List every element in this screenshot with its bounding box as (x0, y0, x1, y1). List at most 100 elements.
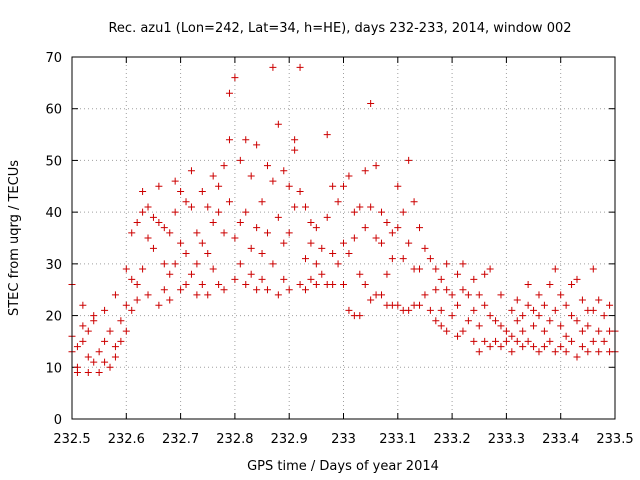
data-point (171, 177, 179, 185)
data-point (437, 275, 445, 283)
data-point (258, 198, 266, 206)
data-point (573, 317, 581, 325)
data-point (242, 281, 250, 289)
data-point (595, 348, 603, 356)
data-point (475, 322, 483, 330)
data-point (356, 203, 364, 211)
data-point (595, 327, 603, 335)
x-tick-label: 232.7 (162, 432, 199, 447)
data-point (589, 337, 597, 345)
data-point (464, 291, 472, 299)
data-point (524, 281, 532, 289)
data-point (350, 208, 358, 216)
data-point (481, 301, 489, 309)
data-point (481, 270, 489, 278)
data-point (530, 306, 538, 314)
data-point (557, 291, 565, 299)
data-point (215, 208, 223, 216)
data-point (301, 255, 309, 263)
y-tick-label: 70 (45, 51, 62, 66)
data-point (280, 275, 288, 283)
data-point (340, 281, 347, 289)
y-tick-label: 10 (45, 361, 62, 376)
data-point (595, 296, 603, 304)
data-point (323, 213, 331, 221)
data-point (106, 327, 114, 335)
data-point (481, 337, 489, 345)
data-point (84, 327, 92, 335)
data-point (405, 239, 413, 247)
data-point (73, 368, 81, 376)
x-tick-label: 233.3 (488, 432, 525, 447)
data-point (101, 337, 109, 345)
y-tick-label: 40 (45, 206, 62, 221)
data-point (296, 187, 304, 195)
data-point (269, 177, 277, 185)
data-point (508, 348, 516, 356)
data-point (557, 322, 565, 330)
x-tick-label: 232.9 (271, 432, 308, 447)
data-point (90, 312, 98, 320)
data-point (470, 306, 478, 314)
data-point (573, 353, 581, 361)
data-point (524, 337, 532, 345)
data-point (187, 270, 195, 278)
data-point (443, 286, 451, 294)
data-points (68, 63, 619, 376)
data-point (187, 203, 195, 211)
data-point (198, 187, 206, 195)
data-point (361, 224, 369, 232)
data-point (329, 281, 337, 289)
data-point (378, 291, 386, 299)
data-point (122, 301, 130, 309)
data-point (497, 322, 505, 330)
data-point (519, 327, 527, 335)
data-point (177, 239, 185, 247)
data-point (225, 198, 233, 206)
data-point (557, 343, 565, 351)
data-point (122, 327, 130, 335)
data-point (578, 327, 586, 335)
data-point (90, 358, 98, 366)
data-point (220, 229, 228, 237)
data-point (193, 291, 201, 299)
data-point (454, 332, 462, 340)
data-point (209, 172, 217, 180)
data-point (448, 312, 456, 320)
data-point (562, 348, 570, 356)
data-point (312, 224, 320, 232)
chart-title: Rec. azu1 (Lon=242, Lat=34, h=HE), days … (108, 21, 571, 36)
data-point (166, 229, 174, 237)
data-point (122, 265, 130, 273)
data-point (492, 317, 500, 325)
data-point (470, 275, 478, 283)
data-point (187, 167, 195, 175)
data-point (301, 203, 309, 211)
data-point (535, 312, 543, 320)
data-point (454, 270, 462, 278)
data-point (95, 368, 103, 376)
data-point (399, 208, 407, 216)
data-point (329, 250, 337, 258)
data-point (459, 286, 467, 294)
data-point (345, 306, 353, 314)
x-tick-label: 233.5 (596, 432, 633, 447)
data-point (383, 218, 391, 226)
x-tick-label: 232.6 (108, 432, 145, 447)
data-point (378, 239, 386, 247)
data-point (508, 306, 516, 314)
data-point (242, 208, 250, 216)
y-tick-label: 20 (45, 310, 62, 325)
data-point (573, 275, 581, 283)
data-point (160, 224, 168, 232)
data-point (263, 229, 271, 237)
data-point (606, 301, 614, 309)
data-point (111, 343, 119, 351)
data-point (263, 162, 271, 170)
data-point (345, 250, 353, 258)
data-point (73, 343, 81, 351)
data-point (318, 244, 326, 252)
data-point (334, 198, 342, 206)
data-point (247, 270, 255, 278)
data-point (416, 301, 424, 309)
